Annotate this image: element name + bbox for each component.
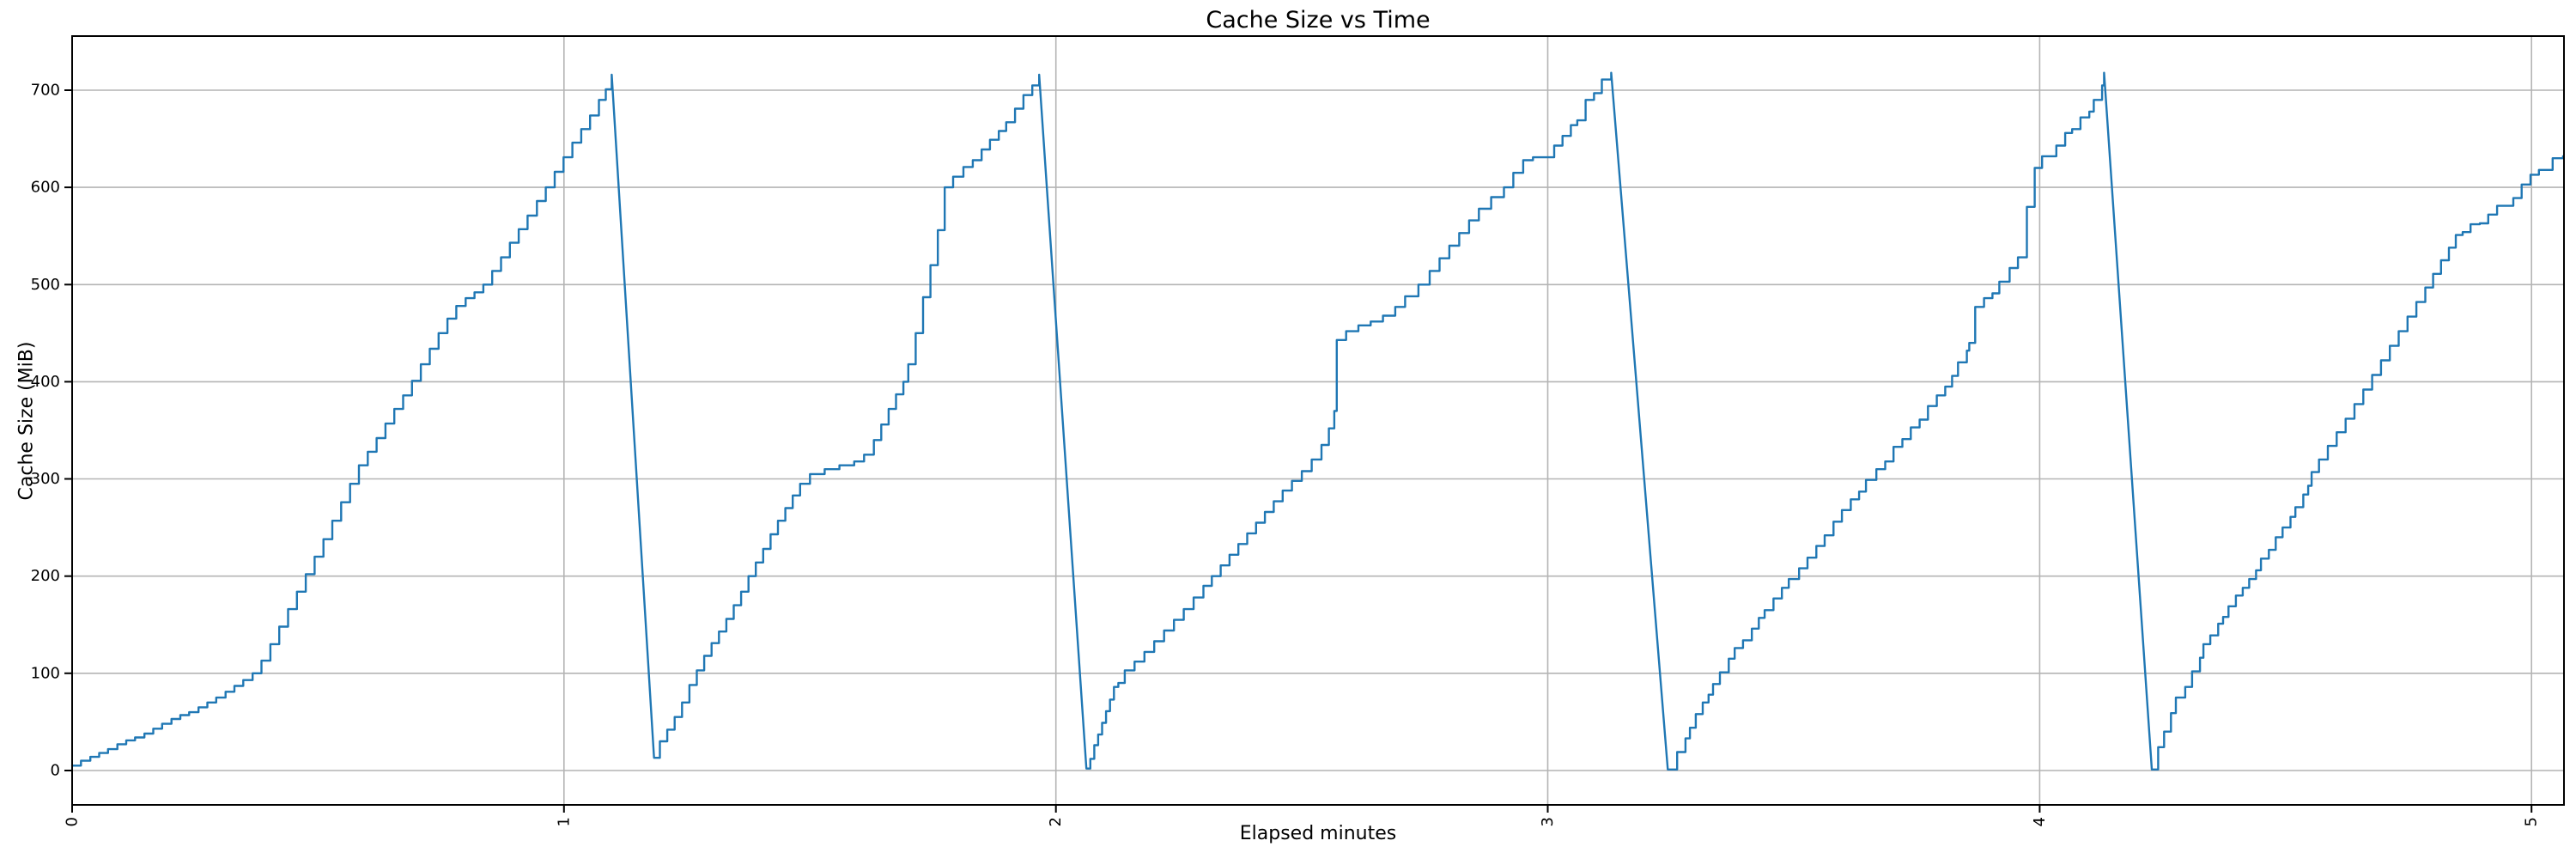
y-tick-label: 100 — [31, 664, 60, 682]
plot-border — [71, 35, 2565, 806]
x-tick-label: 2 — [1047, 817, 1065, 826]
x-tick-label: 3 — [1539, 817, 1557, 826]
x-tick-label: 5 — [2523, 817, 2541, 826]
x-axis-label: Elapsed minutes — [1239, 823, 1397, 844]
y-tick-label: 500 — [31, 276, 60, 294]
y-tick-label: 600 — [31, 179, 60, 197]
y-tick-label: 400 — [31, 373, 60, 391]
y-tick-label: 700 — [31, 82, 60, 100]
x-tick-label: 1 — [555, 817, 573, 826]
y-tick-label: 200 — [31, 567, 60, 585]
y-axis-label: Cache Size (MiB) — [15, 341, 38, 501]
y-tick-label: 0 — [51, 762, 60, 780]
cache-size-line — [70, 71, 2565, 771]
x-tick-label: 0 — [64, 817, 82, 826]
chart-title: Cache Size vs Time — [1206, 7, 1431, 34]
y-tick-label: 300 — [31, 470, 60, 488]
x-tick-label: 4 — [2031, 817, 2049, 826]
